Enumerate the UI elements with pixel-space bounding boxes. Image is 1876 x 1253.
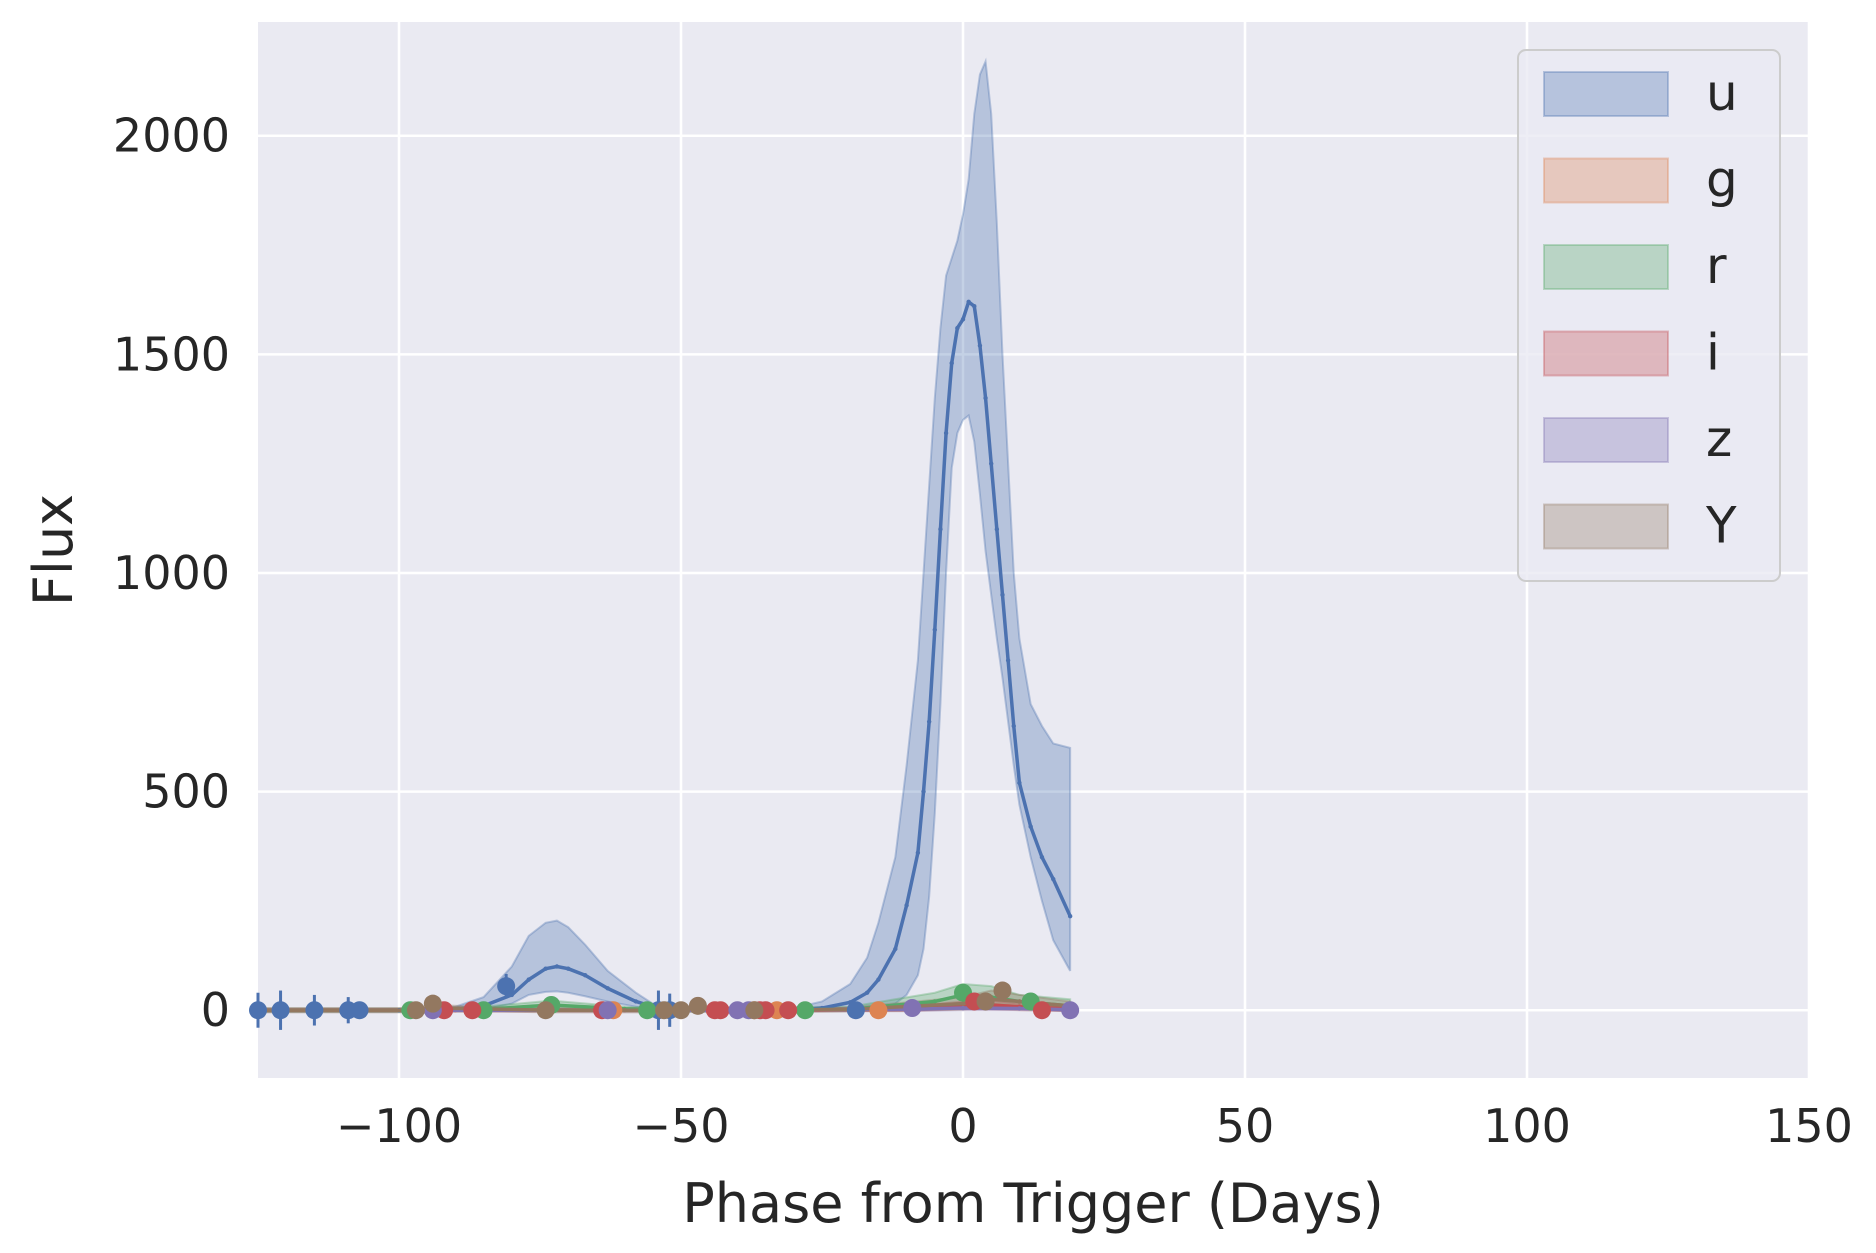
curve-marker-Y [622, 1008, 627, 1013]
curve-marker-u [983, 395, 988, 401]
curve-marker-u [989, 461, 994, 466]
curve-marker-z [1017, 1006, 1022, 1011]
point-Y [536, 1001, 555, 1020]
curve-marker-u [864, 990, 870, 995]
x-tick-label: 50 [1216, 1099, 1275, 1153]
legend-swatch-z [1543, 417, 1669, 463]
point-Y [976, 992, 995, 1011]
curve-marker-u [921, 789, 926, 794]
curve-marker-u [972, 304, 977, 309]
point-i [711, 1001, 730, 1020]
y-tick-label: 500 [142, 765, 230, 819]
x-axis-label: Phase from Trigger (Days) [682, 1172, 1384, 1235]
point-u [846, 1001, 865, 1020]
point-i [463, 1001, 482, 1020]
y-tick-label: 1500 [113, 327, 230, 381]
curve-marker-u [949, 360, 954, 366]
point-Y [655, 1001, 674, 1020]
legend-swatch-i [1543, 330, 1669, 377]
curve-marker-u [1000, 592, 1005, 598]
point-Y [672, 1001, 690, 1020]
y-tick-label: 2000 [113, 109, 230, 163]
curve-marker-Y [1017, 999, 1022, 1004]
point-r [638, 1001, 657, 1020]
curve-marker-u [1028, 824, 1033, 829]
curve-marker-u [960, 317, 966, 322]
point-r [796, 1001, 815, 1020]
point-z [903, 999, 922, 1018]
point-u [497, 977, 516, 996]
curve-marker-u [915, 850, 921, 856]
curve-marker-u [1051, 876, 1056, 882]
legend-label-r: r [1706, 237, 1727, 295]
legend-swatch-g [1543, 157, 1669, 204]
curve-marker-u [582, 973, 588, 978]
curve-marker-u [955, 325, 960, 331]
curve-marker-u [1011, 723, 1016, 729]
curve-marker-u [904, 903, 909, 908]
curve-marker-r [932, 999, 937, 1004]
legend-label-z: z [1706, 410, 1732, 468]
point-Y [688, 996, 707, 1015]
legend-label-Y: Y [1705, 497, 1737, 555]
curve-marker-u [1005, 658, 1011, 663]
legend-swatch-r [1543, 244, 1669, 290]
curve-marker-u [605, 986, 610, 991]
x-tick-label: −100 [336, 1099, 462, 1153]
curve-marker-u [1017, 780, 1022, 786]
curve-marker-u [876, 977, 881, 982]
legend-label-g: g [1706, 151, 1738, 209]
legend-swatch-Y [1543, 503, 1669, 550]
point-Y [993, 981, 1012, 1000]
point-u [350, 1001, 369, 1020]
curve-marker-u [943, 430, 949, 436]
x-tick-label: 150 [1765, 1099, 1853, 1153]
point-g [869, 1001, 888, 1020]
point-i [779, 1001, 798, 1020]
legend-swatch-u [1543, 71, 1669, 117]
curve-marker-u [633, 999, 639, 1004]
x-tick-label: 100 [1483, 1099, 1571, 1153]
point-u [249, 1001, 267, 1020]
point-z [1061, 1001, 1080, 1020]
point-z [598, 1001, 617, 1020]
curve-marker-u [966, 299, 971, 305]
curve-marker-u [938, 527, 943, 532]
curve-marker-u [526, 977, 531, 982]
curve-marker-u [994, 527, 1000, 532]
curve-marker-u [566, 966, 571, 971]
y-tick-label: 0 [201, 983, 230, 1037]
x-tick-label: −50 [632, 1099, 729, 1153]
y-axis-label: Flux [22, 494, 85, 606]
curve-marker-u [893, 946, 898, 952]
legend-label-i: i [1706, 324, 1720, 382]
point-u [271, 1001, 290, 1020]
x-tick-label: 0 [948, 1099, 977, 1153]
legend-frame [1517, 49, 1781, 582]
legend-label-u: u [1706, 64, 1738, 122]
curve-marker-Y [960, 1001, 966, 1006]
curve-marker-u [977, 343, 983, 348]
point-i [1032, 1001, 1051, 1020]
observations [249, 973, 1080, 1030]
curve-marker-u [554, 964, 560, 969]
y-tick-label: 1000 [113, 546, 230, 600]
curve-marker-u [932, 627, 937, 633]
curve-marker-u [1067, 914, 1073, 919]
curve-marker-u [543, 966, 548, 971]
curve-marker-u [926, 719, 932, 724]
curve-marker-z [960, 1005, 966, 1011]
point-u [305, 1001, 324, 1020]
point-Y [423, 994, 442, 1013]
point-Y [745, 1001, 764, 1020]
curve-marker-u [1039, 854, 1045, 860]
point-Y [406, 1001, 425, 1020]
